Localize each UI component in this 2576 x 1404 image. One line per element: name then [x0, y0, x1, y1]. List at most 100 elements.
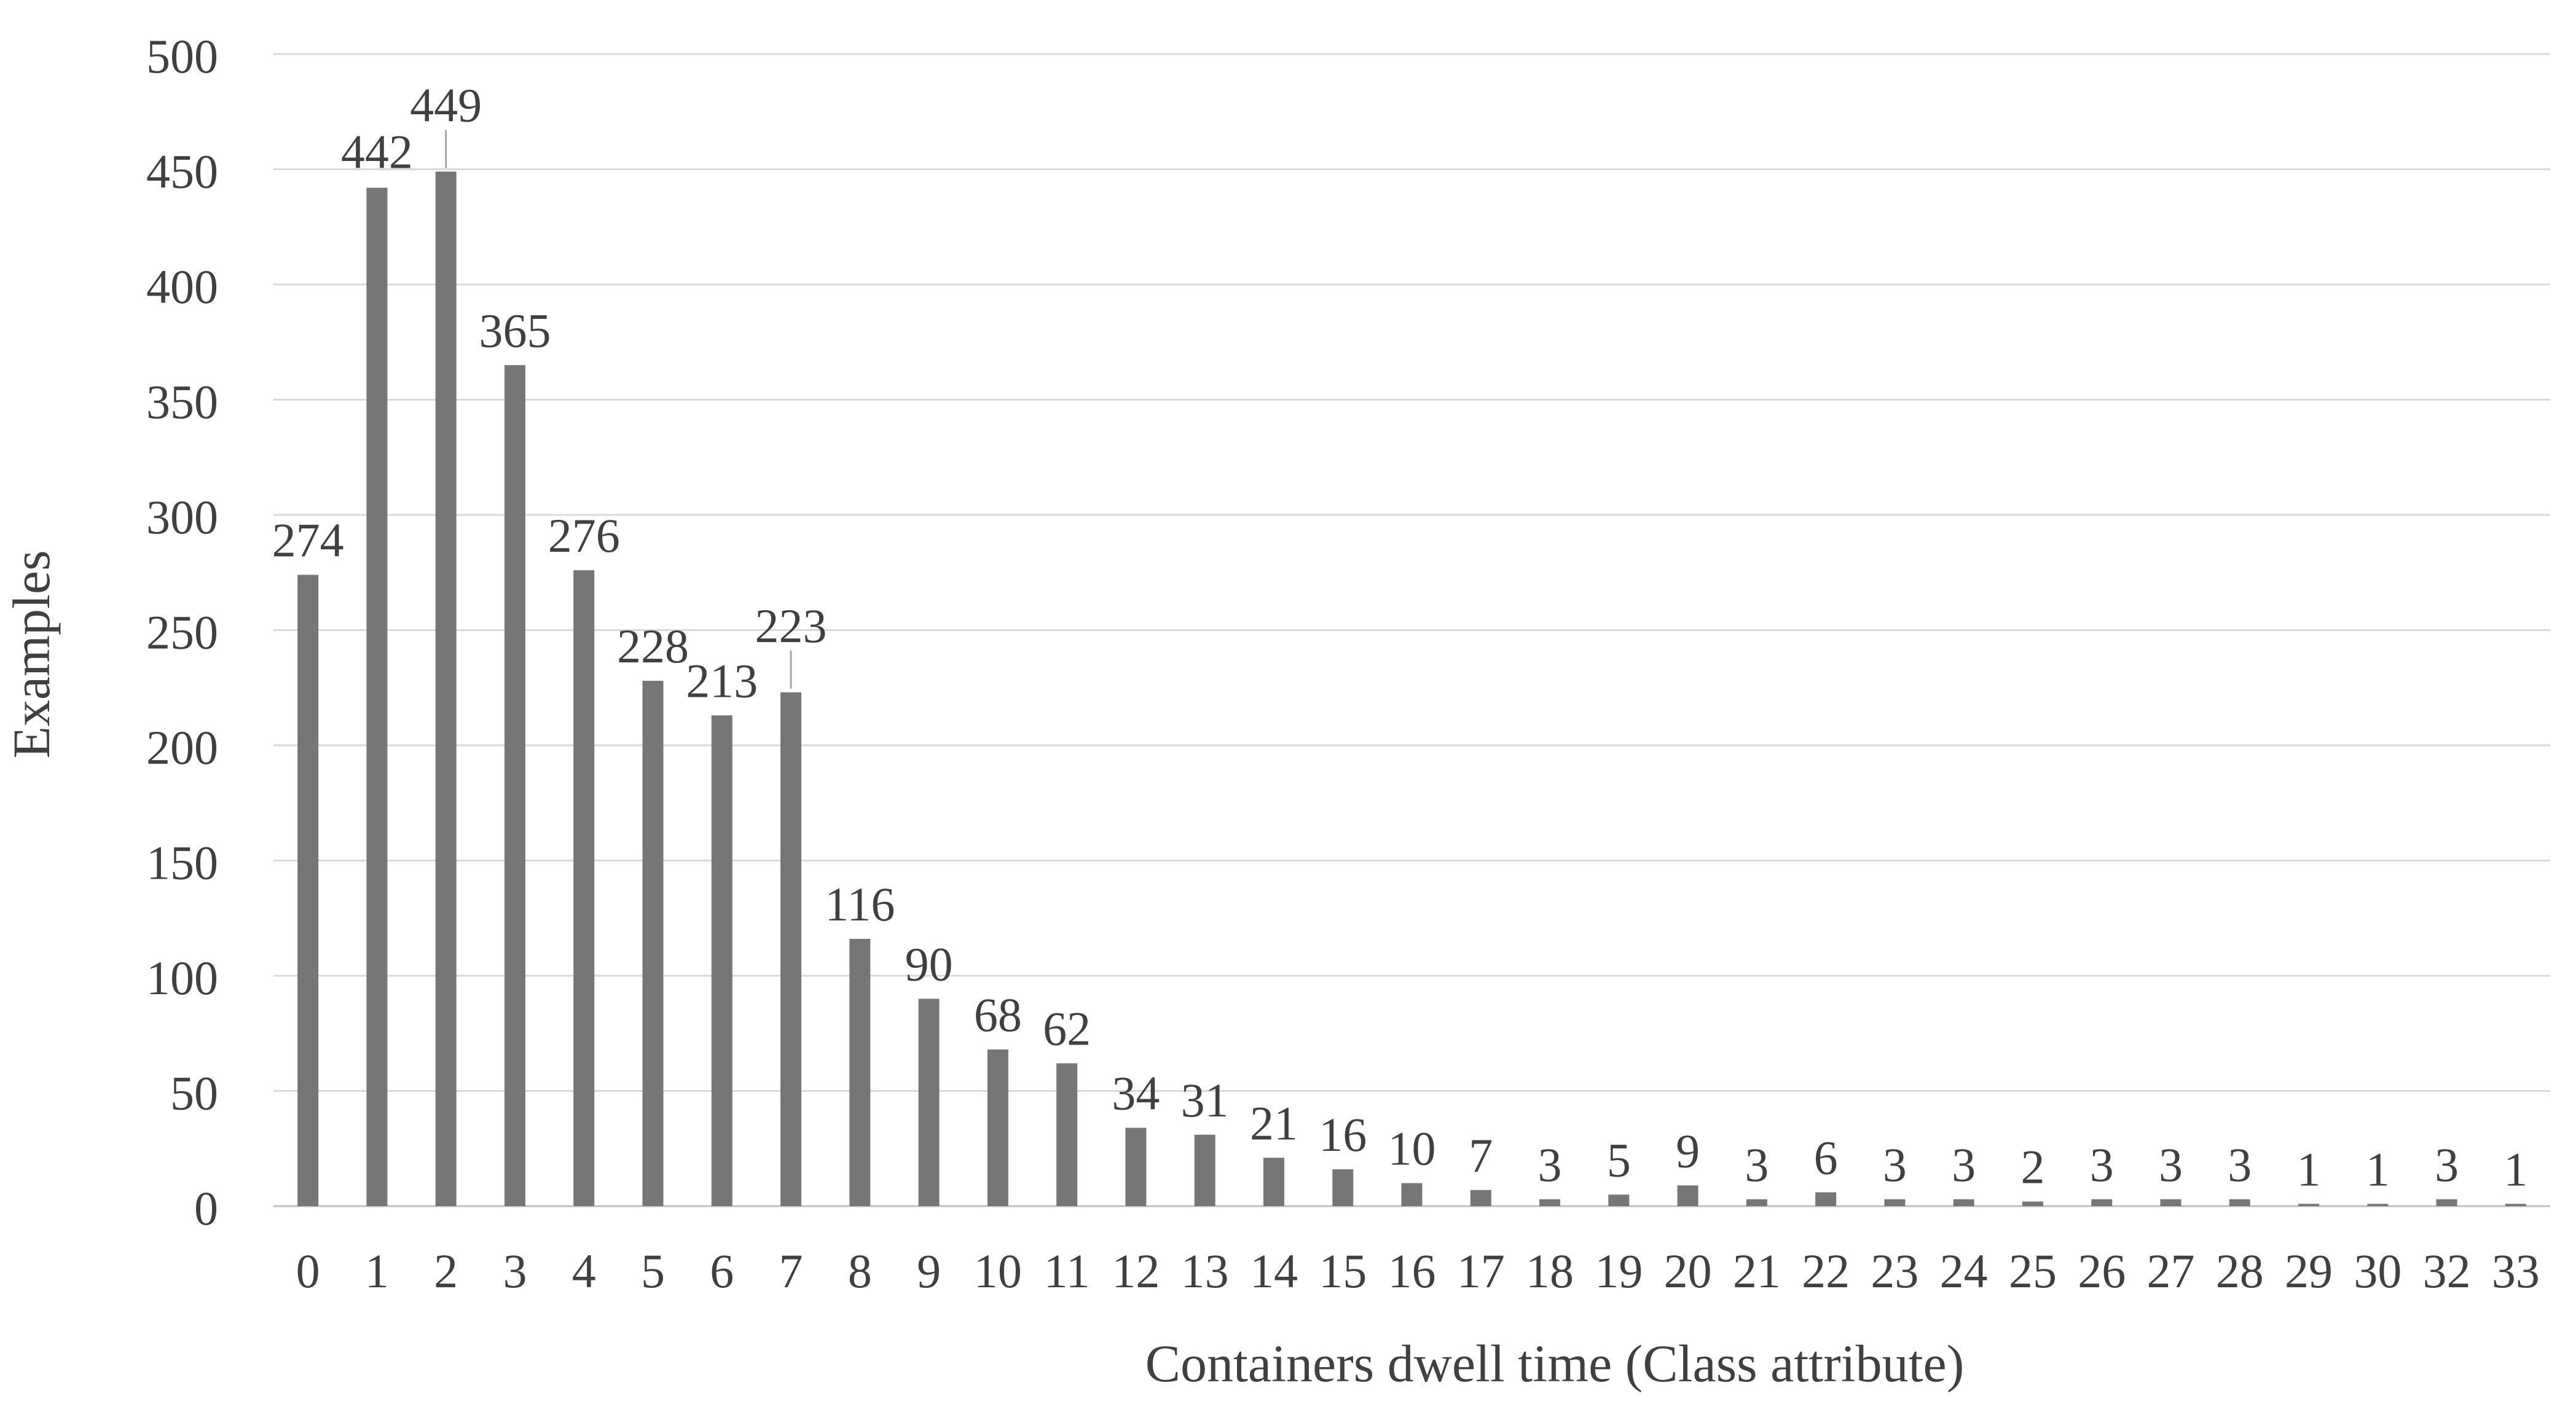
y-tick-label: 0 [194, 1182, 218, 1235]
bar [780, 692, 802, 1206]
bars [297, 171, 2526, 1206]
x-tick-label: 5 [641, 1244, 665, 1298]
bar [1815, 1192, 1837, 1206]
y-axis-ticks: 0 50 100 150 200 250 300 350 400 450 500 [146, 29, 218, 1235]
bar [573, 570, 595, 1206]
bar [1194, 1134, 1215, 1206]
data-label: 3 [2090, 1138, 2114, 1191]
bar [2022, 1201, 2043, 1206]
y-tick-label: 350 [146, 375, 218, 429]
bar [2160, 1199, 2181, 1206]
data-label: 274 [272, 514, 344, 567]
x-tick-label: 32 [2423, 1244, 2471, 1298]
bar [1470, 1190, 1491, 1206]
x-tick-label: 15 [1319, 1244, 1367, 1298]
bar [1608, 1194, 1630, 1206]
x-tick-label: 27 [2147, 1244, 2195, 1298]
y-axis-title: Examples [2, 550, 61, 758]
x-tick-label: 18 [1526, 1244, 1574, 1298]
data-label: 5 [1607, 1133, 1631, 1186]
data-label: 2 [2020, 1140, 2044, 1194]
bar [1539, 1199, 1561, 1206]
x-axis-ticks: 0 1 2 3 4 5 6 7 8 9 10 11 12 13 14 15 16 17 18 19 20 21 22 23 24… [296, 1244, 2540, 1298]
data-label: 6 [1814, 1131, 1838, 1185]
bar [642, 681, 664, 1206]
y-tick-label: 500 [146, 29, 218, 83]
x-tick-label: 11 [1044, 1244, 1090, 1298]
data-label: 9 [1676, 1124, 1700, 1177]
y-tick-label: 50 [170, 1067, 218, 1120]
x-tick-label: 0 [296, 1244, 320, 1298]
data-label: 3 [2159, 1138, 2183, 1191]
bar [1677, 1185, 1698, 1206]
data-label: 31 [1181, 1073, 1229, 1127]
data-label: 68 [974, 988, 1022, 1041]
y-tick-label: 300 [146, 490, 218, 544]
bar [366, 187, 388, 1206]
data-label: 21 [1250, 1096, 1298, 1150]
data-label: 90 [905, 938, 953, 991]
y-tick-label: 100 [146, 951, 218, 1005]
data-label: 449 [410, 78, 482, 131]
y-tick-label: 200 [146, 721, 218, 774]
data-label: 3 [2228, 1138, 2252, 1191]
data-label: 116 [825, 877, 895, 931]
x-tick-label: 8 [848, 1244, 872, 1298]
x-tick-label: 6 [710, 1244, 734, 1298]
bar [918, 998, 940, 1206]
bar [1056, 1063, 1078, 1206]
x-tick-label: 25 [2009, 1244, 2057, 1298]
bar [1746, 1199, 1767, 1206]
data-label: 34 [1112, 1067, 1160, 1120]
data-label: 16 [1319, 1108, 1367, 1161]
x-tick-label: 20 [1664, 1244, 1712, 1298]
data-label: 62 [1043, 1002, 1091, 1056]
bar [2367, 1204, 2389, 1206]
x-tick-label: 13 [1181, 1244, 1229, 1298]
bar [849, 939, 871, 1206]
x-axis-title: Containers dwell time (Class attribute) [1145, 1334, 1965, 1393]
y-tick-label: 250 [146, 606, 218, 659]
x-tick-label: 33 [2492, 1244, 2540, 1298]
data-label: 1 [2366, 1142, 2390, 1196]
x-tick-label: 4 [572, 1244, 596, 1298]
x-tick-label: 12 [1112, 1244, 1160, 1298]
data-label: 1 [2297, 1142, 2321, 1196]
data-label: 365 [479, 304, 551, 357]
data-label: 7 [1469, 1129, 1493, 1182]
data-label: 3 [1883, 1138, 1907, 1191]
data-label: 3 [1952, 1138, 1976, 1191]
x-tick-label: 3 [503, 1244, 527, 1298]
x-tick-label: 23 [1871, 1244, 1918, 1298]
bar [1332, 1169, 1354, 1206]
data-label: 223 [755, 599, 827, 653]
bar [2298, 1204, 2320, 1206]
data-label: 442 [341, 125, 413, 179]
bar [504, 365, 525, 1206]
bar [1263, 1158, 1284, 1206]
x-tick-label: 7 [779, 1244, 803, 1298]
data-label: 3 [1538, 1138, 1562, 1191]
bar [297, 575, 319, 1206]
x-tick-label: 26 [2078, 1244, 2126, 1298]
x-tick-label: 9 [917, 1244, 941, 1298]
x-tick-label: 22 [1802, 1244, 1850, 1298]
x-tick-label: 19 [1595, 1244, 1643, 1298]
data-label: 1 [2503, 1142, 2527, 1196]
x-tick-label: 21 [1733, 1244, 1781, 1298]
y-tick-label: 450 [146, 145, 218, 198]
x-tick-label: 24 [1940, 1244, 1988, 1298]
bar [711, 715, 732, 1206]
x-tick-label: 16 [1388, 1244, 1436, 1298]
bar [1125, 1128, 1147, 1206]
data-label: 213 [686, 654, 758, 707]
data-label: 276 [548, 509, 620, 562]
bar [1884, 1199, 1906, 1206]
x-tick-label: 17 [1457, 1244, 1505, 1298]
x-tick-label: 28 [2216, 1244, 2264, 1298]
bar [987, 1049, 1008, 1206]
data-label: 3 [1745, 1138, 1769, 1191]
bar [435, 171, 457, 1206]
